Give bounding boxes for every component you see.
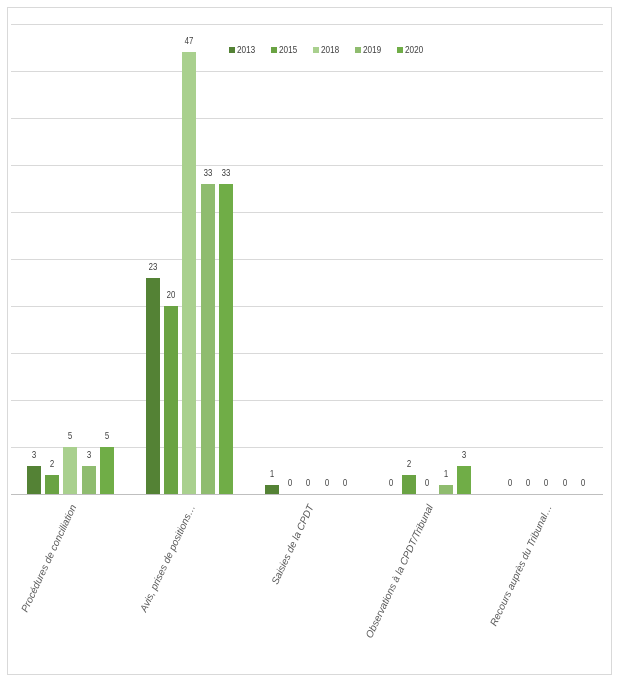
category-label: Observations à la CPDT/Tribunal (364, 503, 437, 641)
bar-2013 (27, 465, 41, 494)
legend-label: 2020 (405, 44, 424, 56)
gridline (11, 165, 603, 166)
data-label: 0 (562, 478, 567, 489)
gridline (11, 353, 603, 354)
data-label: 0 (288, 478, 293, 489)
bar-2020 (99, 447, 114, 494)
gridline (11, 259, 603, 260)
legend-item-2013: 2013 (229, 43, 263, 57)
legend-label: 2019 (363, 44, 382, 56)
bar-2019 (438, 484, 453, 494)
data-label: 0 (342, 478, 347, 489)
legend-swatch-icon (355, 47, 361, 53)
data-label: 0 (324, 478, 329, 489)
bar-2019 (81, 465, 96, 494)
data-label: 0 (388, 478, 394, 489)
data-label: 2 (407, 459, 412, 471)
bar-2020 (456, 465, 471, 494)
legend-label: 2018 (321, 44, 340, 56)
category-label: Recours auprès du Tribunal… (488, 503, 556, 629)
gridline (11, 400, 603, 401)
data-label: 0 (580, 478, 585, 489)
data-label: 47 (185, 36, 194, 48)
bar-2015 (45, 475, 60, 494)
data-label: 2 (50, 459, 55, 471)
legend-label: 2013 (237, 44, 256, 56)
legend-item-2018: 2018 (313, 43, 347, 57)
gridline (11, 118, 603, 119)
x-axis-line (11, 494, 603, 495)
data-label: 0 (544, 478, 549, 489)
gridline (11, 24, 603, 25)
data-label: 0 (425, 478, 430, 489)
bar-2020 (218, 183, 233, 494)
data-label: 1 (443, 468, 448, 480)
data-label: 0 (306, 478, 311, 489)
data-label: 20 (166, 290, 176, 301)
data-label: 5 (68, 431, 73, 442)
legend-item-2015: 2015 (271, 43, 305, 57)
bar-2015 (402, 475, 417, 494)
legend-swatch-icon (313, 47, 319, 53)
gridline (11, 71, 603, 72)
bar-2015 (164, 306, 179, 494)
legend-label: 2015 (279, 44, 298, 56)
legend-swatch-icon (229, 47, 235, 53)
bar-2018 (182, 52, 197, 494)
chart-legend: 2013 2015 2018 2019 2020 (229, 43, 431, 57)
gridline (11, 212, 603, 213)
data-label: 0 (526, 478, 531, 489)
data-label: 3 (86, 449, 91, 461)
data-label: 23 (148, 261, 158, 273)
gridline (11, 306, 603, 307)
legend-swatch-icon (397, 47, 403, 53)
data-label: 3 (31, 449, 37, 461)
bar-2019 (200, 183, 215, 494)
data-label: 5 (104, 431, 109, 442)
bar-2013 (146, 277, 160, 494)
category-label: Avis, prises de positions… (139, 503, 199, 614)
gridline (11, 447, 603, 448)
legend-swatch-icon (271, 47, 277, 53)
data-label: 33 (221, 167, 231, 179)
bar-2018 (63, 447, 78, 494)
data-label: 0 (507, 478, 513, 489)
data-label: 33 (203, 167, 212, 179)
category-label: Procédures de conciliation (20, 503, 80, 615)
legend-item-2019: 2019 (355, 43, 389, 57)
bar-2013 (265, 484, 279, 494)
data-label: 1 (269, 468, 275, 480)
category-label: Saisies de la CPDT (270, 503, 318, 587)
data-label: 3 (461, 449, 466, 461)
legend-item-2020: 2020 (397, 43, 431, 57)
